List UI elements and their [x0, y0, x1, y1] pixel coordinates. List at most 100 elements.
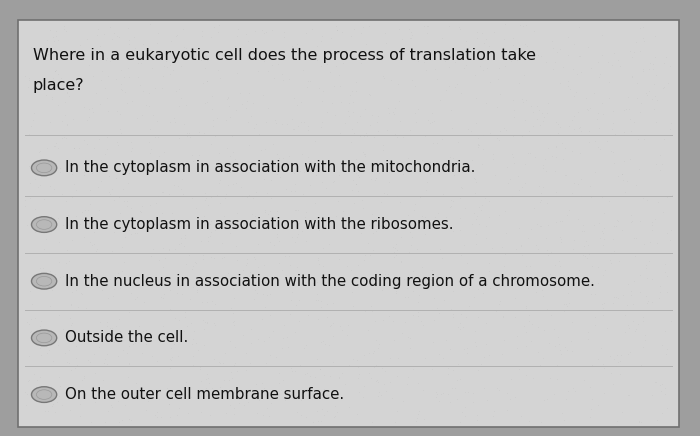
Point [500, 229, 512, 236]
Point [27, 300, 38, 307]
Point [519, 41, 531, 48]
Point [218, 212, 230, 219]
Point [219, 194, 230, 201]
Point [429, 56, 440, 63]
Point [536, 196, 547, 203]
Point [363, 369, 374, 376]
Point [32, 376, 43, 383]
Point [308, 419, 319, 426]
Point [267, 27, 278, 34]
Point [577, 274, 588, 281]
Point [487, 156, 498, 163]
Point [360, 276, 372, 283]
Point [129, 280, 140, 287]
Point [168, 341, 179, 348]
Point [224, 102, 235, 109]
Point [31, 329, 42, 336]
Point [78, 375, 90, 382]
Point [23, 77, 34, 84]
Point [195, 161, 206, 168]
Point [411, 418, 422, 425]
Point [473, 144, 484, 151]
Point [92, 49, 104, 56]
Point [141, 406, 152, 413]
Point [656, 388, 667, 395]
Point [461, 38, 472, 45]
Point [574, 52, 585, 59]
Point [301, 83, 312, 90]
Point [202, 318, 213, 325]
Point [520, 262, 531, 269]
Point [39, 407, 50, 414]
Point [389, 283, 400, 290]
Point [656, 161, 667, 168]
Point [552, 333, 564, 340]
Point [22, 318, 33, 325]
Point [294, 362, 305, 369]
Point [164, 191, 175, 198]
Point [80, 161, 91, 168]
Point [53, 238, 64, 245]
Point [153, 192, 164, 199]
Point [612, 57, 623, 64]
Point [638, 194, 649, 201]
Point [182, 322, 193, 329]
Point [198, 341, 209, 348]
Point [288, 170, 300, 177]
Point [610, 222, 622, 229]
Point [622, 177, 633, 184]
Point [365, 121, 376, 128]
Point [479, 354, 490, 361]
Point [153, 134, 164, 141]
Point [391, 408, 402, 415]
Point [198, 212, 209, 219]
Point [627, 318, 638, 325]
Point [564, 86, 575, 93]
Point [170, 87, 181, 94]
Point [434, 224, 445, 231]
Point [74, 395, 85, 402]
Point [82, 35, 93, 42]
Point [580, 252, 591, 259]
Point [447, 366, 458, 373]
Point [519, 180, 531, 187]
Point [318, 88, 329, 95]
Point [53, 259, 64, 266]
Point [471, 212, 482, 219]
Point [386, 394, 398, 401]
Point [222, 94, 233, 101]
Point [258, 175, 270, 182]
Point [650, 161, 662, 168]
Point [89, 398, 100, 405]
Point [495, 90, 506, 97]
Point [470, 215, 482, 222]
Point [129, 295, 140, 302]
Point [214, 180, 225, 187]
Point [463, 284, 475, 291]
Point [454, 215, 466, 221]
Point [65, 407, 76, 414]
Point [330, 22, 342, 29]
Point [632, 136, 643, 143]
Point [295, 397, 307, 404]
Point [171, 55, 182, 62]
Point [286, 42, 297, 49]
Point [65, 301, 76, 308]
Point [646, 392, 657, 399]
Point [605, 259, 616, 266]
Point [248, 296, 260, 303]
Point [482, 64, 493, 71]
Point [593, 125, 604, 132]
Point [315, 298, 326, 305]
Point [85, 273, 96, 280]
Point [100, 279, 111, 286]
Point [150, 411, 161, 418]
Point [316, 32, 328, 39]
Point [522, 274, 533, 281]
Point [176, 240, 187, 247]
Point [84, 219, 95, 226]
Point [43, 81, 54, 88]
Point [52, 145, 63, 152]
Point [550, 143, 561, 150]
Point [590, 313, 601, 320]
